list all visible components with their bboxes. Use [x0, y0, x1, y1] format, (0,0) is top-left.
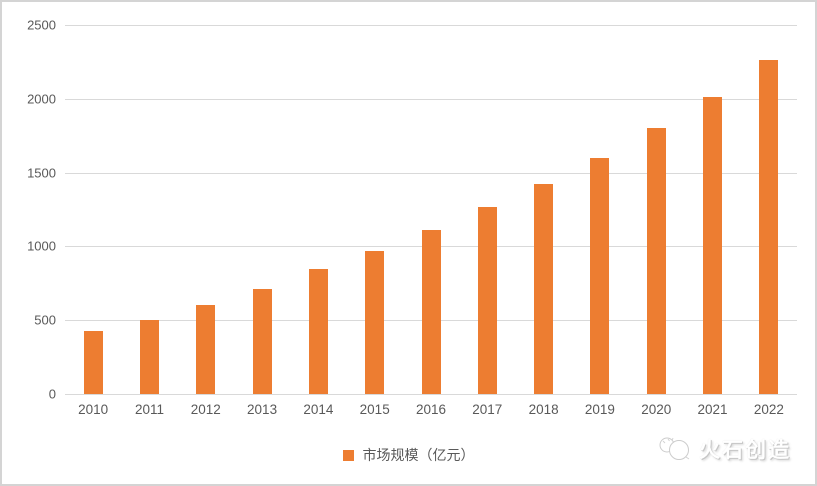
gridline-2500	[65, 25, 797, 26]
y-tick-label-0: 0	[48, 386, 56, 402]
bar-2015	[365, 250, 385, 394]
bar-2014	[308, 268, 328, 394]
bar-2022	[759, 60, 779, 394]
x-tick-label-2021: 2021	[697, 402, 728, 417]
x-tick-label-2022: 2022	[753, 402, 784, 417]
y-tick-label-2500: 2500	[27, 17, 56, 33]
x-tick-label-2017: 2017	[472, 402, 503, 417]
bar-2021	[703, 96, 723, 394]
x-tick-label-2015: 2015	[359, 402, 390, 417]
x-tick-label-2020: 2020	[641, 402, 672, 417]
gridline-1500	[65, 172, 797, 174]
x-tick-label-2016: 2016	[415, 402, 447, 417]
x-tick-label-2018: 2018	[528, 402, 559, 417]
legend: 市场规模（亿元）	[2, 448, 815, 462]
bar-2016	[421, 230, 441, 394]
bar-2010	[83, 330, 103, 394]
bar-2011	[139, 320, 159, 394]
legend-swatch-icon	[342, 449, 354, 461]
x-tick-label-2011: 2011	[134, 402, 164, 417]
y-tick-label-1000: 1000	[27, 238, 56, 254]
bar-2018	[534, 184, 554, 394]
x-tick-label-2012: 2012	[190, 402, 221, 417]
x-tick-label-2010: 2010	[78, 402, 109, 417]
bar-2020	[646, 128, 666, 394]
y-tick-label-2000: 2000	[27, 91, 56, 107]
bar-2017	[477, 206, 497, 394]
plot-area: 0 500 1000 1500 2000 2500 2010 2011 2012 2013 2014…	[27, 19, 797, 416]
huoshi-logo: 火石创造	[656, 433, 791, 468]
x-tick-label-2014: 2014	[303, 402, 334, 417]
legend-label: 市场规模（亿元）	[362, 447, 475, 463]
bar-2013	[252, 289, 272, 394]
bar-2012	[196, 305, 216, 394]
logo-text: 火石创造	[699, 439, 791, 462]
gridline-2000	[65, 98, 797, 100]
gridline-0	[65, 394, 797, 395]
y-tick-label-1500: 1500	[27, 165, 56, 181]
bar-2019	[590, 157, 610, 394]
x-tick-label-2019: 2019	[584, 402, 615, 417]
flint-stones-icon	[656, 433, 696, 468]
x-tick-label-2013: 2013	[247, 402, 278, 417]
y-tick-label-500: 500	[34, 312, 56, 328]
